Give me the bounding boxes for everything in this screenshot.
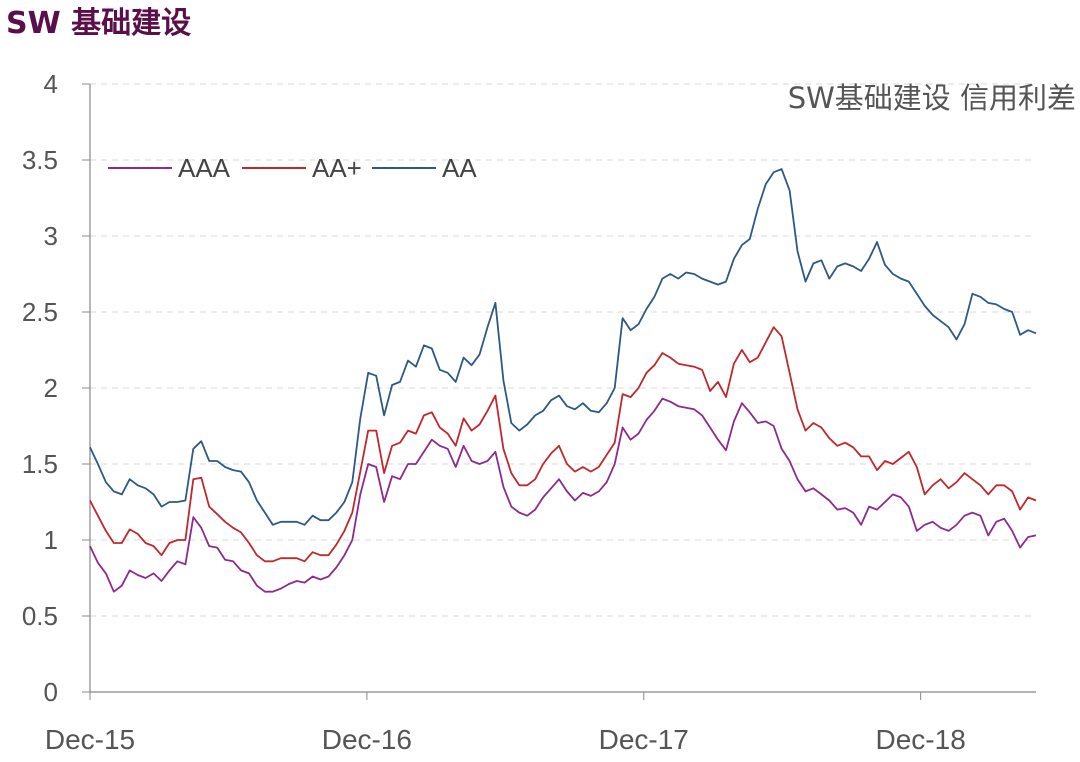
gridlines xyxy=(90,83,1036,617)
legend-label-AA+: AA+ xyxy=(312,153,362,183)
series-lines xyxy=(89,168,1037,593)
y-tick-label-1: 0.5 xyxy=(22,601,58,631)
y-tick-label-3: 1.5 xyxy=(22,449,58,479)
legend-label-AA: AA xyxy=(442,153,477,183)
x-tick-label-1: Dec-16 xyxy=(322,724,412,755)
y-tick-label-8: 4 xyxy=(44,69,58,99)
legend: AAA AA+ AA xyxy=(108,153,477,183)
y-tick-label-0: 0 xyxy=(44,677,58,707)
x-tick-label-0: Dec-15 xyxy=(45,724,135,755)
y-tick-label-4: 2 xyxy=(44,373,58,403)
series-line-AAA xyxy=(89,397,1037,593)
y-tick-label-6: 3 xyxy=(44,221,58,251)
series-line-AA+ xyxy=(89,326,1037,563)
y-tick-label-7: 3.5 xyxy=(22,145,58,175)
x-tick-label-3: Dec-18 xyxy=(876,724,966,755)
page-title: SW 基础建设 xyxy=(6,6,192,41)
y-tick-label-5: 2.5 xyxy=(22,297,58,327)
legend-label-AAA: AAA xyxy=(178,153,231,183)
axes: 0 0.5 1 1.5 2 2.5 3 3.5 4 Dec-15 Dec-16 Dec-17 Dec-1… xyxy=(22,69,1036,755)
x-tick-label-2: Dec-17 xyxy=(599,724,689,755)
series-line-AA xyxy=(89,168,1037,526)
y-tick-label-2: 1 xyxy=(44,525,58,555)
chart-title: SW基础建设 信用利差 xyxy=(788,81,1076,115)
